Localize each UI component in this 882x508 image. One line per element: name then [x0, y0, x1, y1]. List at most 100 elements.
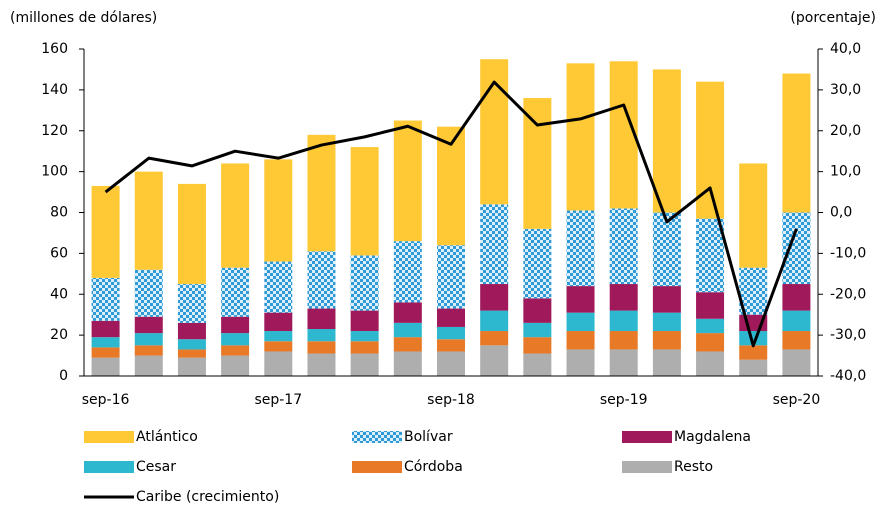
- x-tick-label: sep-17: [254, 392, 302, 408]
- y-axis-label: (millones de dólares): [10, 10, 157, 26]
- bar-segment: [523, 353, 552, 376]
- bar-segment: [480, 204, 509, 285]
- legend-label: Cesar: [136, 459, 176, 475]
- bar-segment: [221, 163, 250, 268]
- bar-segment: [739, 163, 768, 268]
- bar-segment: [221, 267, 250, 317]
- bar-segment: [177, 339, 206, 350]
- x-tick-label: sep-16: [82, 392, 130, 408]
- legend-swatch: [84, 461, 134, 473]
- y2-tick-label: 10,0: [830, 164, 861, 180]
- bar-segment: [696, 351, 725, 376]
- bar-segment: [134, 355, 163, 376]
- y2-axis-label: (porcentaje): [790, 10, 876, 26]
- bar-segment: [739, 359, 768, 376]
- legend-label: Magdalena: [674, 429, 751, 445]
- y-tick-label: 60: [50, 245, 68, 261]
- bar-segment: [134, 333, 163, 346]
- bar-segment: [91, 357, 120, 376]
- legend-label: Córdoba: [404, 459, 463, 475]
- bar-segment: [393, 322, 422, 338]
- bar-segment: [350, 341, 379, 354]
- bar-segment: [566, 349, 595, 376]
- legend-swatch: [84, 431, 134, 443]
- bar-segment: [221, 355, 250, 376]
- bar-segment: [221, 316, 250, 334]
- bar-segment: [566, 331, 595, 350]
- y-tick-label: 80: [50, 205, 68, 221]
- bar-segment: [177, 349, 206, 358]
- bar-segment: [739, 331, 768, 346]
- bar-segment: [523, 322, 552, 338]
- y-tick-label: 120: [41, 123, 68, 139]
- bar-segment: [134, 171, 163, 270]
- bar-segment: [652, 69, 681, 213]
- bar-segment: [566, 312, 595, 332]
- bar-segment: [782, 310, 811, 332]
- y2-tick-label: -40,0: [830, 368, 866, 384]
- y2-tick-label: 20,0: [830, 123, 861, 139]
- bar-segment: [264, 261, 293, 313]
- bar-segment: [264, 312, 293, 332]
- bar-segment: [393, 337, 422, 352]
- bar-segment: [652, 212, 681, 287]
- bar-segment: [739, 345, 768, 360]
- bar-segment: [696, 318, 725, 334]
- bar-segment: [91, 277, 120, 321]
- bar-segment: [480, 310, 509, 332]
- bar-segment: [437, 245, 465, 309]
- line-series: [104, 80, 798, 348]
- bar-segment: [609, 310, 638, 332]
- y-tick-label: 0: [59, 368, 68, 384]
- legend-label: Bolívar: [404, 429, 453, 445]
- bar-segment: [221, 333, 250, 346]
- legend-swatch: [622, 461, 672, 473]
- bar-segment: [307, 251, 336, 309]
- bar-segment: [134, 345, 163, 356]
- bar-segment: [609, 284, 638, 311]
- y2-tick-label: 0,0: [830, 205, 852, 221]
- bar-segment: [264, 159, 293, 262]
- legend-label: Resto: [674, 459, 713, 475]
- bar-segment: [393, 351, 422, 376]
- y2-tick-label: -20,0: [830, 286, 866, 302]
- bar-segment: [177, 284, 206, 323]
- legend-swatch: [352, 431, 402, 443]
- legend-label: Atlántico: [136, 429, 198, 445]
- bar-segment: [177, 357, 206, 376]
- legend-swatch: [352, 461, 402, 473]
- y-tick-label: 20: [50, 327, 68, 343]
- y2-tick-label: -30,0: [830, 327, 866, 343]
- bar-segment: [91, 320, 120, 338]
- bar-segment: [609, 61, 638, 209]
- bar-segment: [609, 208, 638, 285]
- bar-segment: [177, 322, 206, 340]
- bar-segment: [307, 341, 336, 354]
- bar-segment: [523, 337, 552, 354]
- bar-segment: [91, 347, 120, 358]
- bar-segment: [393, 120, 422, 242]
- bar-segment: [350, 255, 379, 311]
- bar-segment: [393, 302, 422, 323]
- bar-segment: [782, 284, 811, 311]
- bar-segment: [437, 308, 465, 327]
- bar-segment: [134, 269, 163, 317]
- y-tick-label: 140: [41, 82, 68, 98]
- bar-segment: [696, 81, 725, 219]
- y2-tick-label: -10,0: [830, 245, 866, 261]
- bar-segment: [307, 328, 336, 342]
- legend-swatch: [622, 431, 672, 443]
- bar-segment: [480, 331, 509, 346]
- bar-segment: [480, 284, 509, 311]
- y2-tick-label: 40,0: [830, 41, 861, 57]
- bar-segment: [566, 210, 595, 287]
- bar-segment: [350, 147, 379, 256]
- bar-segment: [696, 292, 725, 319]
- bar-segment: [134, 316, 163, 334]
- bar-segment: [652, 286, 681, 313]
- bar-segment: [437, 326, 465, 340]
- legend-label: Caribe (crecimiento): [136, 489, 279, 505]
- bar-segment: [566, 286, 595, 313]
- bar-segment: [307, 308, 336, 329]
- bar-segment: [91, 337, 120, 348]
